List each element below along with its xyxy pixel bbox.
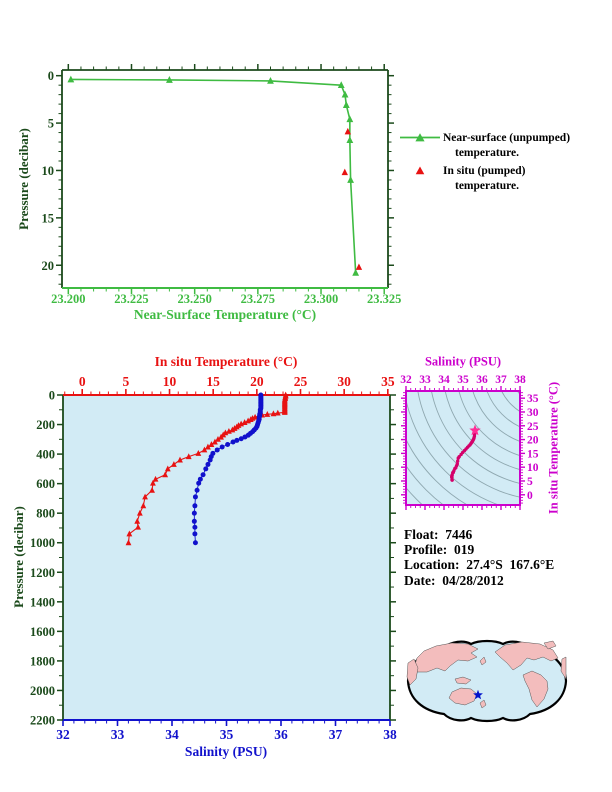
svg-text:20: 20	[42, 259, 55, 273]
svg-text:10: 10	[527, 462, 539, 474]
svg-text:0: 0	[79, 374, 86, 389]
svg-text:37: 37	[495, 374, 507, 386]
svg-text:15: 15	[206, 374, 220, 389]
svg-text:33: 33	[419, 374, 431, 386]
top-chart-xlabel: Near-Surface Temperature (°C)	[133, 307, 317, 322]
main-chart-ylabel: Pressure (decibar)	[11, 506, 26, 608]
svg-text:32: 32	[400, 374, 412, 386]
svg-text:1000: 1000	[30, 536, 55, 550]
top-chart-ylabel: Pressure (decibar)	[16, 128, 31, 230]
svg-text:35: 35	[527, 393, 539, 405]
svg-text:0: 0	[48, 69, 54, 83]
legend-label-line2: temperature.	[455, 147, 519, 159]
svg-text:23.300: 23.300	[304, 292, 338, 306]
ts-curve	[450, 424, 481, 482]
svg-text:2000: 2000	[30, 684, 55, 698]
svg-text:25: 25	[527, 421, 539, 433]
profile-chart: 0 5 10 15 20 25 30 35 32 33 34 35 36 37 38 0 200 400 600 80…	[30, 374, 397, 742]
float-id: Float: 7446	[404, 527, 473, 542]
insitu-temperature-series	[125, 391, 289, 546]
svg-text:20: 20	[250, 374, 264, 389]
world-map	[406, 639, 568, 723]
svg-text:1200: 1200	[30, 566, 55, 580]
svg-text:1600: 1600	[30, 625, 55, 639]
svg-text:34: 34	[438, 374, 450, 386]
date: Date: 04/28/2012	[404, 572, 504, 588]
svg-text:400: 400	[36, 448, 55, 462]
svg-text:23.325: 23.325	[367, 292, 401, 306]
ts-chart-top-axis-title: Salinity (PSU)	[424, 354, 502, 369]
svg-text:23.250: 23.250	[177, 292, 211, 306]
legend-red-triangle-icon	[399, 164, 443, 194]
pumped-temperature-series	[341, 127, 363, 270]
svg-text:35: 35	[220, 727, 234, 742]
main-chart-bottom-axis-title: Salinity (PSU)	[184, 744, 268, 759]
svg-text:38: 38	[383, 727, 397, 742]
legend: Near-surface (unpumped) temperature. In …	[399, 131, 611, 197]
legend-line-triangle-icon	[399, 131, 443, 161]
svg-text:30: 30	[337, 374, 351, 389]
legend-label-line1: In situ (pumped)	[443, 165, 526, 177]
ts-chart-right-axis-title: In situ Temperature (°C)	[546, 381, 561, 515]
svg-text:34: 34	[165, 727, 179, 742]
svg-text:30: 30	[527, 407, 539, 419]
svg-text:2200: 2200	[30, 714, 55, 728]
svg-text:32: 32	[56, 727, 70, 742]
svg-text:25: 25	[294, 374, 308, 389]
svg-text:5: 5	[527, 476, 533, 488]
legend-text: Near-surface (unpumped) temperature.	[443, 131, 570, 161]
svg-text:35: 35	[381, 374, 395, 389]
svg-text:10: 10	[163, 374, 177, 389]
svg-text:23.200: 23.200	[51, 292, 85, 306]
svg-text:15: 15	[42, 211, 55, 225]
svg-text:15: 15	[527, 448, 539, 460]
svg-text:35: 35	[457, 374, 469, 386]
near-surface-chart: 23.200 23.225 23.250 23.275 23.300 23.325 0 5 10…	[42, 64, 401, 306]
svg-text:1800: 1800	[30, 654, 55, 668]
svg-text:23.275: 23.275	[241, 292, 275, 306]
svg-text:0: 0	[527, 490, 533, 502]
float-info: Float: 7446 Profile: 019 Location: 27.4°…	[404, 527, 554, 588]
svg-text:10: 10	[42, 164, 55, 178]
svg-text:20: 20	[527, 435, 539, 447]
location: Location: 27.4°S 167.6°E	[404, 557, 555, 573]
svg-text:33: 33	[111, 727, 125, 742]
legend-label-line1: Near-surface (unpumped)	[443, 132, 571, 144]
legend-entry-near-surface: Near-surface (unpumped) temperature.	[399, 131, 611, 161]
legend-label-line2: temperature.	[455, 180, 519, 192]
svg-text:23.225: 23.225	[114, 292, 148, 306]
profile-number: Profile: 019	[404, 542, 475, 558]
svg-text:0: 0	[49, 389, 55, 403]
svg-text:5: 5	[48, 117, 54, 131]
legend-text: In situ (pumped) temperature.	[443, 164, 525, 194]
main-chart-top-axis-title: In situ Temperature (°C)	[154, 354, 298, 369]
svg-text:37: 37	[329, 727, 343, 742]
float-location-star-icon	[473, 689, 483, 700]
svg-text:36: 36	[476, 374, 488, 386]
svg-text:5: 5	[122, 374, 129, 389]
svg-text:800: 800	[36, 507, 55, 521]
svg-text:38: 38	[514, 374, 526, 386]
svg-text:200: 200	[36, 418, 55, 432]
salinity-series	[191, 392, 264, 546]
svg-text:36: 36	[274, 727, 288, 742]
near-surface-series	[67, 75, 360, 276]
legend-entry-in-situ: In situ (pumped) temperature.	[399, 164, 611, 194]
svg-text:1400: 1400	[30, 595, 55, 609]
svg-text:600: 600	[36, 477, 55, 491]
